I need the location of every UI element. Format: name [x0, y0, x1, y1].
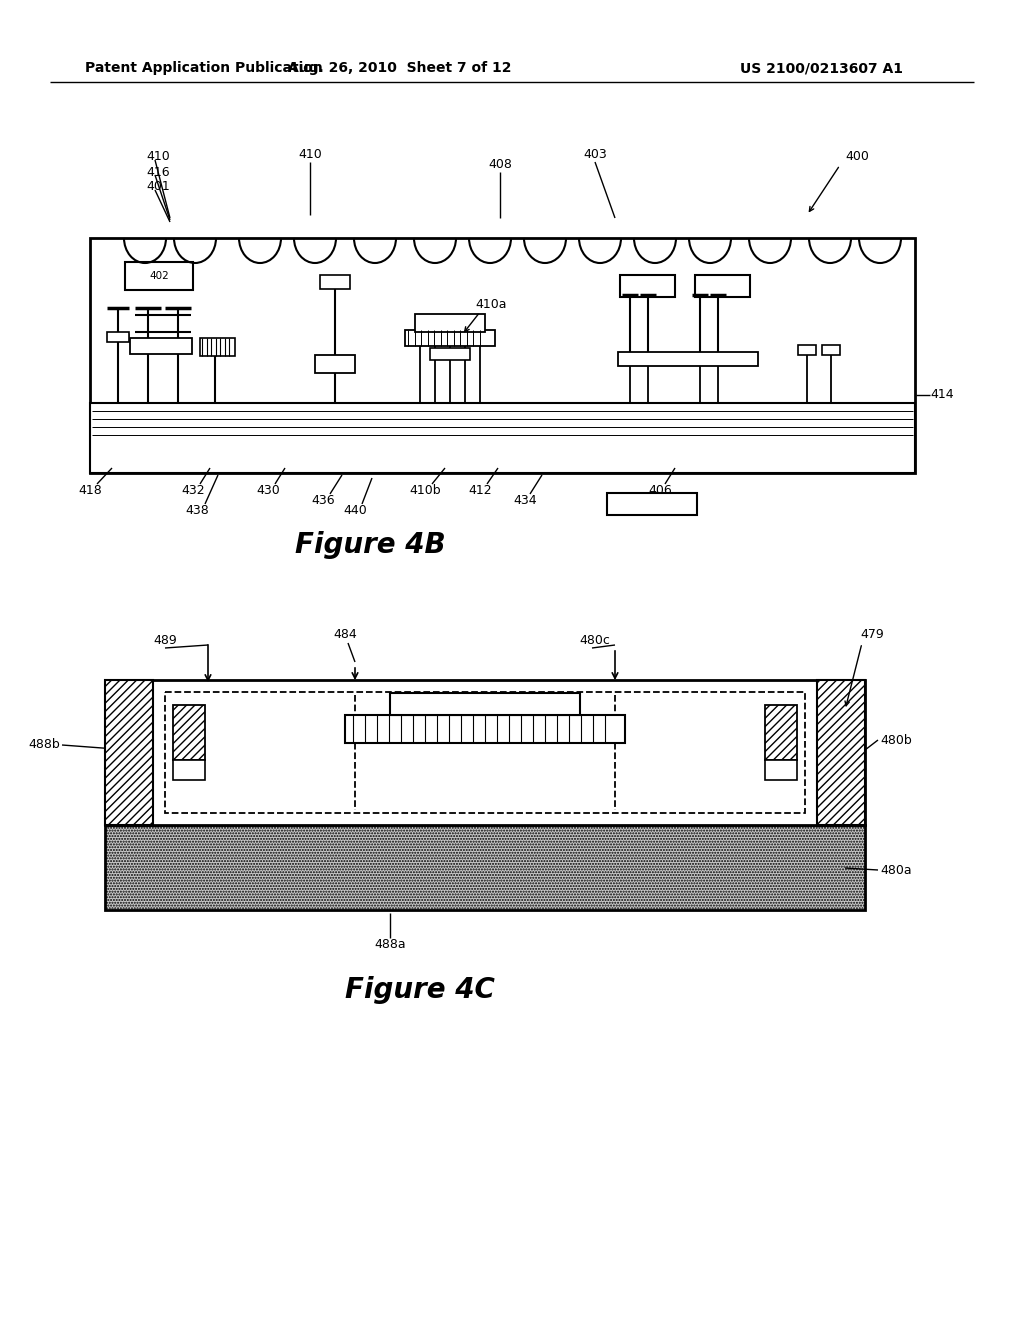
Text: Patent Application Publication: Patent Application Publication — [85, 61, 323, 75]
Text: 418: 418 — [78, 483, 101, 496]
Text: 410b: 410b — [410, 483, 440, 496]
Text: 434: 434 — [513, 494, 537, 507]
Bar — [105, 680, 865, 825]
Bar — [165, 692, 805, 813]
Text: 480a: 480a — [880, 863, 911, 876]
Bar — [798, 345, 816, 355]
Text: 489: 489 — [154, 634, 177, 647]
Bar — [130, 338, 193, 354]
Text: 440: 440 — [343, 503, 367, 516]
Text: 438: 438 — [185, 503, 209, 516]
Bar — [200, 338, 234, 356]
Text: 479: 479 — [860, 628, 884, 642]
Bar — [173, 705, 205, 760]
Bar — [817, 680, 865, 825]
Text: 480c: 480c — [580, 634, 610, 647]
Text: 436: 436 — [311, 494, 335, 507]
Text: 430: 430 — [256, 483, 280, 496]
Bar — [695, 275, 750, 297]
Text: 480b: 480b — [880, 734, 911, 747]
Bar — [90, 238, 915, 473]
Text: 484: 484 — [333, 628, 357, 642]
Bar — [406, 330, 495, 346]
Bar — [415, 314, 485, 333]
Bar — [345, 715, 625, 743]
Bar — [319, 275, 350, 289]
Text: 488b: 488b — [29, 738, 60, 751]
Text: 402: 402 — [150, 271, 169, 281]
Text: 410: 410 — [298, 149, 322, 161]
Bar — [620, 275, 675, 297]
Text: Figure 4B: Figure 4B — [295, 531, 445, 558]
Text: 410a: 410a — [475, 298, 507, 312]
Bar — [390, 693, 580, 715]
Bar — [430, 348, 470, 360]
Text: 406: 406 — [648, 483, 672, 496]
Bar — [618, 352, 758, 366]
Bar — [765, 705, 797, 760]
Text: 400: 400 — [845, 150, 869, 164]
Text: US 2100/0213607 A1: US 2100/0213607 A1 — [740, 61, 903, 75]
Text: 401: 401 — [146, 181, 170, 194]
Text: 403: 403 — [583, 149, 607, 161]
Text: 412: 412 — [468, 483, 492, 496]
Text: 410: 410 — [146, 150, 170, 164]
Bar — [822, 345, 840, 355]
Bar — [173, 760, 205, 780]
Text: Aug. 26, 2010  Sheet 7 of 12: Aug. 26, 2010 Sheet 7 of 12 — [288, 61, 512, 75]
Text: 416: 416 — [146, 165, 170, 178]
Bar — [90, 403, 915, 473]
Text: 488a: 488a — [374, 939, 406, 952]
Bar — [105, 680, 153, 825]
Bar — [315, 355, 355, 374]
Bar — [125, 261, 193, 290]
Text: 408: 408 — [488, 158, 512, 172]
Bar — [106, 333, 129, 342]
Text: 414: 414 — [930, 388, 953, 401]
Bar — [765, 760, 797, 780]
Bar — [607, 492, 697, 515]
Text: 432: 432 — [181, 483, 205, 496]
Text: Figure 4C: Figure 4C — [345, 975, 495, 1005]
Bar — [105, 825, 865, 909]
